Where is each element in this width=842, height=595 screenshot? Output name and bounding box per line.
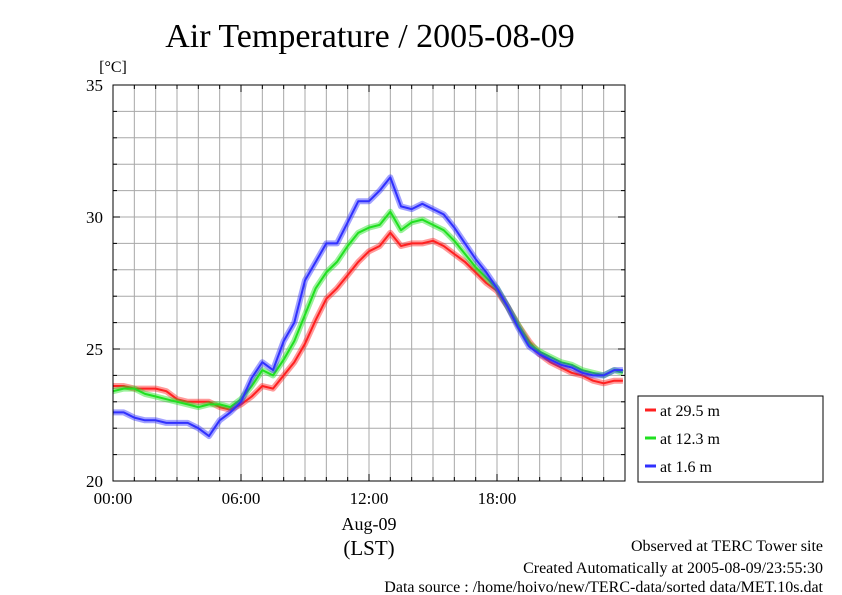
plot-series — [112, 174, 624, 440]
axes: 00:00 06:00 12:00 18:00 20 25 30 35 — [86, 76, 626, 508]
x-tick-label: 18:00 — [478, 489, 517, 508]
legend-box — [637, 395, 824, 483]
legend-label: at 12.3 m — [660, 431, 721, 448]
series-halo-1 — [112, 208, 624, 411]
footer-created: Created Automatically at 2005-08-09/23:5… — [523, 560, 823, 577]
y-axis-unit: [°C] — [99, 59, 127, 76]
legend: at 29.5 m at 12.3 m at 1.6 m — [637, 395, 824, 483]
x-axis-date-label: Aug-09 — [342, 514, 397, 534]
grid-lines — [113, 85, 625, 481]
x-tick-label: 00:00 — [94, 489, 133, 508]
series-line-1 — [112, 210, 624, 409]
series-halo-2 — [113, 174, 623, 440]
x-tick-label: 12:00 — [350, 489, 389, 508]
legend-label: at 29.5 m — [660, 403, 721, 420]
x-axis-unit-label: (LST) — [343, 536, 394, 560]
series-line-2 — [113, 176, 623, 438]
legend-label: at 1.6 m — [660, 459, 713, 476]
y-tick-label: 30 — [86, 208, 103, 227]
footer-observed: Observed at TERC Tower site — [631, 538, 823, 555]
series-line-0 — [113, 231, 623, 411]
x-tick-label: 06:00 — [222, 489, 261, 508]
y-tick-label: 35 — [86, 76, 103, 95]
y-tick-label: 20 — [86, 472, 103, 491]
chart-title: Air Temperature / 2005-08-09 — [165, 18, 575, 55]
footer-data-source: Data source : /home/hoivo/new/TERC-data/… — [384, 579, 823, 595]
y-tick-label: 25 — [86, 340, 103, 359]
series-halo-0 — [113, 229, 623, 413]
